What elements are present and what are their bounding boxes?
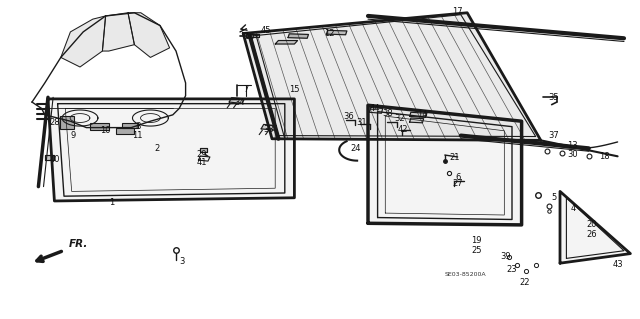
Text: 15: 15 [289,85,300,94]
Text: 40: 40 [49,155,60,164]
Text: 11: 11 [132,131,143,140]
Text: 1: 1 [109,198,115,207]
Polygon shape [246,34,259,37]
Polygon shape [288,34,308,38]
Text: 8: 8 [135,122,140,130]
Text: 3: 3 [180,257,185,266]
Polygon shape [200,148,207,152]
Text: 20: 20 [587,220,597,229]
Bar [122,123,138,128]
Text: 2: 2 [154,144,159,153]
Text: 37: 37 [548,131,559,140]
Bar [60,116,74,129]
Text: 41: 41 [196,158,207,167]
Polygon shape [326,30,347,35]
Text: 7: 7 [244,85,249,94]
Text: 22: 22 [520,278,530,287]
Text: 9: 9 [71,131,76,140]
Text: 31: 31 [356,118,367,127]
Polygon shape [45,155,54,160]
Polygon shape [368,105,522,225]
Text: 23: 23 [507,265,517,274]
Text: 34: 34 [235,98,245,107]
Text: 28: 28 [49,118,60,127]
Text: 21: 21 [449,153,460,162]
Text: 10: 10 [100,126,111,135]
Text: 43: 43 [612,260,623,269]
Text: 30: 30 [568,150,578,159]
Text: 12: 12 [324,29,335,38]
Text: 39: 39 [500,252,511,261]
Polygon shape [261,124,276,130]
Polygon shape [243,13,541,140]
Polygon shape [410,118,424,123]
Text: 33: 33 [264,125,274,134]
Polygon shape [61,16,106,67]
Polygon shape [410,112,427,117]
Polygon shape [275,41,298,44]
Text: 32: 32 [395,114,405,122]
Bar [90,123,109,130]
Text: SE03-85200A: SE03-85200A [445,272,487,277]
Text: 25: 25 [472,246,482,255]
Polygon shape [102,13,134,51]
Polygon shape [560,191,630,263]
Polygon shape [48,99,294,201]
Text: 36: 36 [344,112,354,121]
Text: FR.: FR. [69,239,88,249]
Text: 26: 26 [587,230,597,239]
Text: 14: 14 [417,110,428,119]
Text: 6: 6 [455,173,460,182]
Text: 16: 16 [244,32,255,41]
Bar [116,128,134,134]
Text: 19: 19 [472,236,482,245]
Text: 45: 45 [260,26,271,35]
Text: 4: 4 [570,204,575,213]
Polygon shape [128,13,170,57]
Text: 18: 18 [600,152,610,161]
Polygon shape [369,108,383,113]
Text: 35: 35 [548,93,559,102]
Text: 44: 44 [369,104,380,113]
Text: 27: 27 [452,179,463,188]
Text: 13: 13 [568,141,578,150]
Text: 38: 38 [382,109,392,118]
Text: 24: 24 [350,144,360,153]
Polygon shape [229,98,244,103]
Text: 29: 29 [196,150,207,159]
Text: 42: 42 [398,125,408,134]
Text: 17: 17 [452,7,463,16]
Text: 5: 5 [551,193,556,202]
